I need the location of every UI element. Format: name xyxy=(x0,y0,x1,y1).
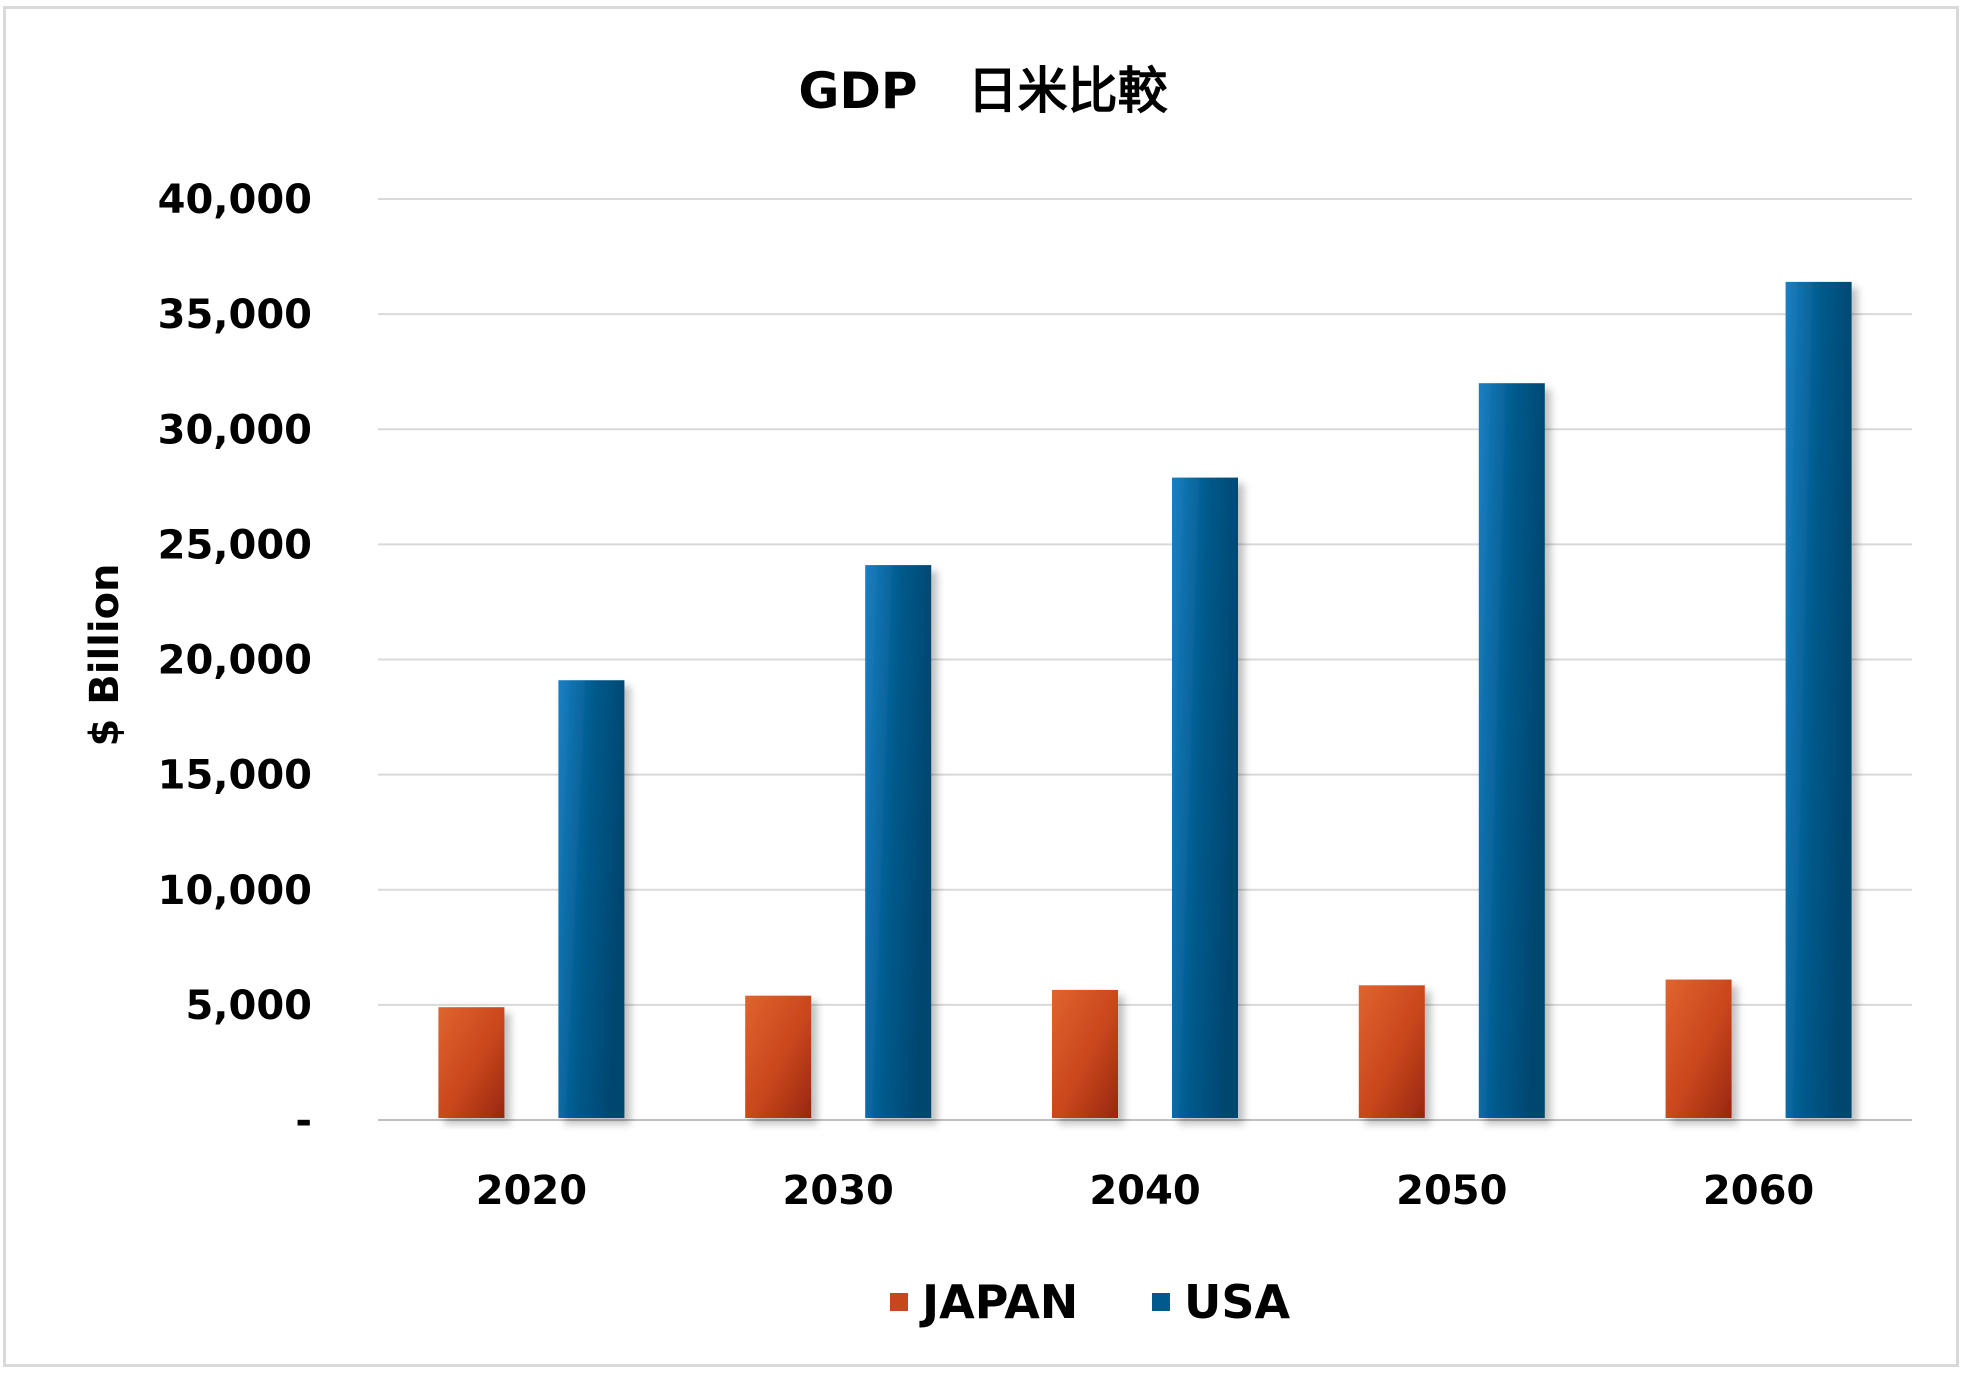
gridlines xyxy=(378,198,1912,1121)
y-tick-label: 15,000 xyxy=(158,753,312,799)
x-tick-label: 2020 xyxy=(476,1168,587,1214)
legend-label-japan: JAPAN xyxy=(919,1275,1078,1329)
y-tick-label: 30,000 xyxy=(158,407,312,453)
bar-usa-2050 xyxy=(1478,383,1545,1118)
y-tick-label: 35,000 xyxy=(158,292,312,338)
bar-japan-2040 xyxy=(1052,989,1118,1118)
bar-usa-2060 xyxy=(1785,281,1852,1118)
x-tick-label: 2030 xyxy=(783,1168,894,1214)
y-tick-label: 40,000 xyxy=(158,177,312,223)
x-tick-label: 2040 xyxy=(1089,1168,1200,1214)
y-tick-label: 20,000 xyxy=(158,638,312,684)
chart-frame xyxy=(3,6,1959,1367)
y-tick-label: 25,000 xyxy=(158,522,312,568)
legend: JAPAN USA xyxy=(890,1275,1290,1329)
y-tick-label: 10,000 xyxy=(158,868,312,914)
x-axis-ticks: 2020 2030 2040 2050 2060 xyxy=(476,1168,1815,1214)
bar-japan-2060 xyxy=(1665,979,1732,1118)
bars xyxy=(438,281,1852,1118)
legend-label-usa: USA xyxy=(1184,1275,1290,1329)
bar-usa-2040 xyxy=(1172,477,1238,1118)
bar-japan-2030 xyxy=(745,995,812,1118)
y-axis-label: $ Billion xyxy=(82,563,128,746)
chart-title: GDP 日米比較 xyxy=(798,62,1168,120)
x-tick-label: 2060 xyxy=(1703,1168,1814,1214)
legend-swatch-usa xyxy=(1152,1293,1170,1311)
y-tick-label: 5,000 xyxy=(185,983,312,1029)
y-tick-label: - xyxy=(295,1098,312,1144)
bar-japan-2050 xyxy=(1358,985,1425,1118)
x-tick-label: 2050 xyxy=(1396,1168,1507,1214)
bar-japan-2020 xyxy=(438,1007,505,1118)
bar-usa-2020 xyxy=(558,680,625,1118)
bar-usa-2030 xyxy=(865,565,932,1118)
legend-swatch-japan xyxy=(890,1293,908,1311)
y-axis-ticks: - 5,000 10,000 15,000 20,000 25,000 30,000 35,0… xyxy=(158,177,312,1144)
